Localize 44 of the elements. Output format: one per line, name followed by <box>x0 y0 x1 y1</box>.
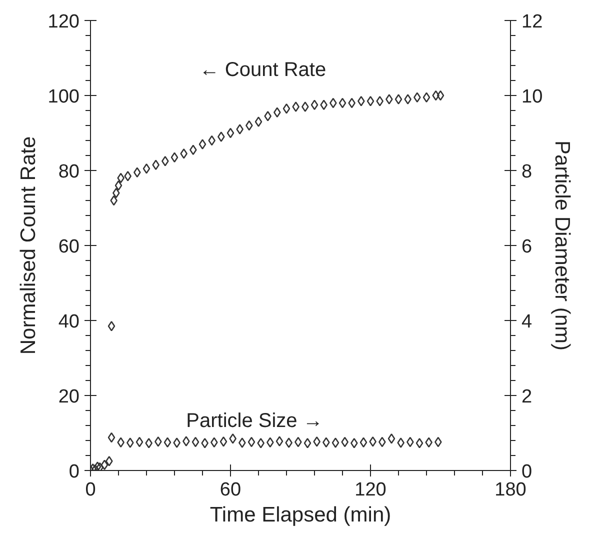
point <box>302 102 309 112</box>
y2-tick-label: 4 <box>522 312 532 332</box>
point <box>386 94 393 104</box>
point <box>170 152 178 163</box>
x-tick-label: 60 <box>220 480 242 500</box>
point <box>254 116 262 127</box>
y2-axis-title: Particle Diameter (nm) <box>550 140 574 351</box>
point <box>108 320 116 332</box>
y-tick-label: 0 <box>68 462 80 482</box>
point <box>114 180 122 191</box>
point <box>404 94 412 104</box>
x-tick-label: 180 <box>494 480 526 500</box>
y2-tick-label: 6 <box>522 236 532 258</box>
y-tick-label: 40 <box>58 312 80 332</box>
point <box>394 94 402 104</box>
point <box>436 90 444 101</box>
y-tick-label: 20 <box>58 386 80 408</box>
y-axis-title: Normalised Count Rate <box>16 136 40 355</box>
y-tick-label: 100 <box>48 86 80 108</box>
point <box>96 462 104 470</box>
annotation: ← Count Rate <box>199 59 326 81</box>
point <box>292 102 300 112</box>
point <box>198 139 206 150</box>
point <box>366 96 374 106</box>
point <box>236 124 244 134</box>
point <box>218 132 225 142</box>
point <box>338 98 346 108</box>
y-tick-label: 80 <box>58 162 80 182</box>
point <box>282 103 290 114</box>
y2-tick-label: 12 <box>522 12 543 32</box>
y2-tick-label: 2 <box>522 386 532 408</box>
y-tick-label: 60 <box>58 236 80 258</box>
y2-tick-label: 0 <box>522 462 532 482</box>
x-tick-label: 0 <box>85 480 96 500</box>
x-axis-title: Time Elapsed (min) <box>210 504 392 526</box>
point <box>142 163 150 174</box>
y2-tick-label: 8 <box>522 162 532 182</box>
annotation: Particle Size → <box>186 410 323 432</box>
point <box>422 92 430 103</box>
x-tick-label: 120 <box>354 480 386 500</box>
point <box>226 128 234 138</box>
point <box>310 100 318 110</box>
y2-tick-label: 10 <box>522 86 543 108</box>
y-tick-label: 120 <box>48 12 80 32</box>
